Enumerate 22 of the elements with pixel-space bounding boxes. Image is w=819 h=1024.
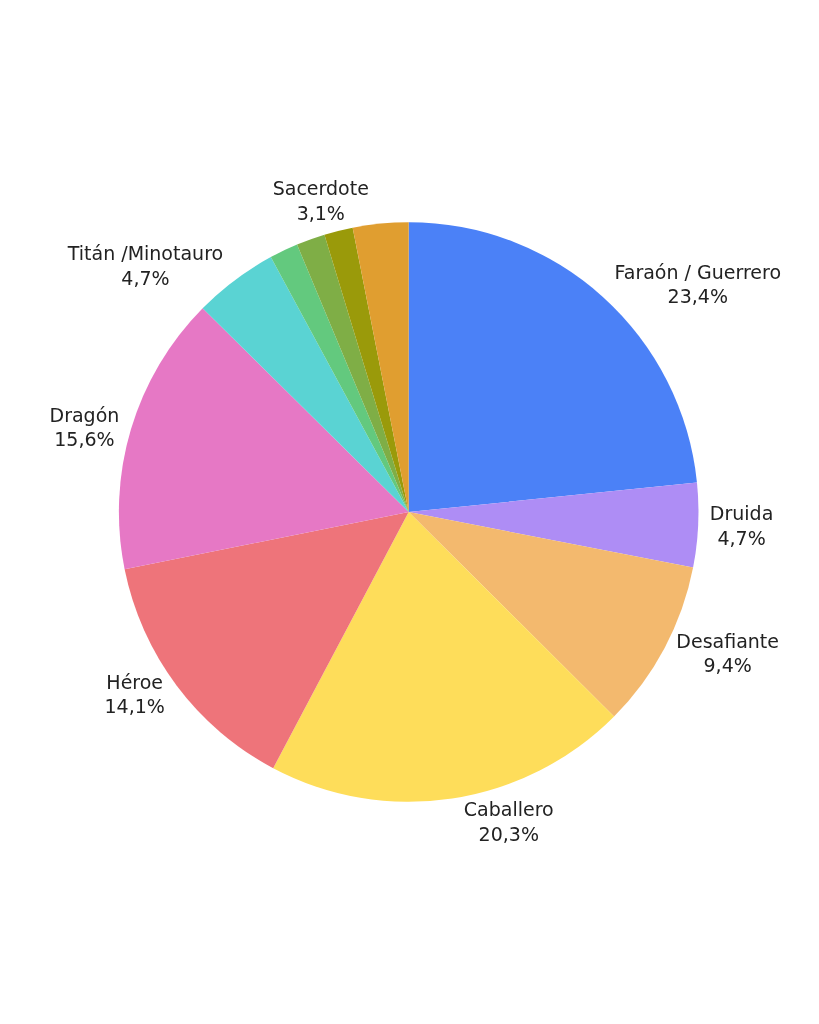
data-label: 20,3% bbox=[478, 822, 539, 845]
data-label: 14,1% bbox=[104, 695, 165, 718]
slice-label: Titán /Minotauro bbox=[66, 241, 224, 264]
data-label: 4,7% bbox=[121, 266, 170, 289]
data-label: 15,6% bbox=[54, 428, 115, 451]
slice-label: Desafiante bbox=[676, 629, 779, 652]
data-label: 3,1% bbox=[296, 201, 345, 224]
data-label: 23,4% bbox=[667, 285, 728, 308]
slice-label: Sacerdote bbox=[272, 177, 369, 200]
slice-label: Faraón / Guerrero bbox=[614, 260, 782, 283]
pie-slice bbox=[352, 222, 409, 512]
data-label: 9,4% bbox=[703, 654, 752, 677]
pie-slice bbox=[273, 512, 615, 802]
pie-slice bbox=[297, 234, 409, 512]
pie-slice bbox=[270, 244, 409, 512]
pie-slice bbox=[119, 308, 409, 570]
slice-label: Dragón bbox=[49, 403, 120, 426]
slice-label: Caballero bbox=[463, 797, 554, 820]
slice-label: Druida bbox=[709, 501, 774, 524]
slice-label: Héroe bbox=[106, 670, 164, 693]
pie-slice bbox=[408, 482, 699, 568]
data-label: 4,7% bbox=[717, 526, 766, 549]
